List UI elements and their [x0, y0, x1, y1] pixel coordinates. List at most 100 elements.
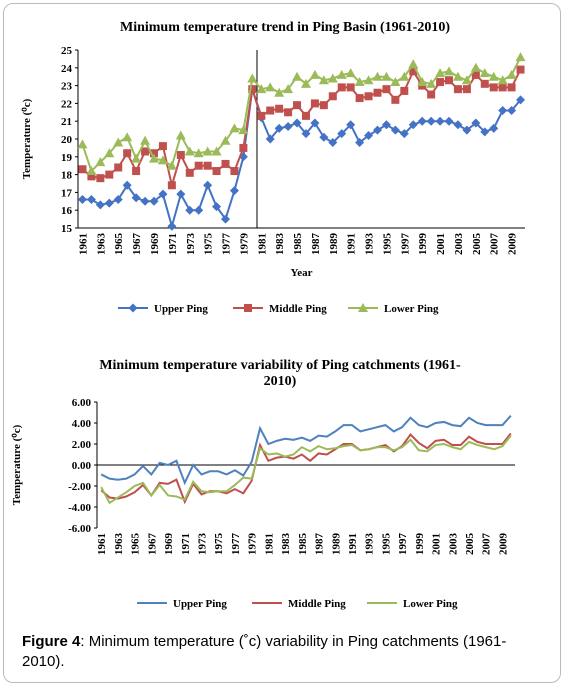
marker — [507, 83, 516, 92]
marker — [265, 82, 276, 92]
x-tick-label: 1967 — [131, 233, 143, 256]
marker — [327, 73, 338, 83]
x-axis-title: Year — [291, 267, 313, 279]
x-tick-label: 1993 — [364, 533, 376, 556]
marker — [283, 122, 293, 132]
y-tick-label: -6.00 — [68, 523, 91, 535]
y-tick-label: -2.00 — [68, 481, 91, 493]
y-tick-label: 15 — [61, 223, 73, 235]
x-tick-label: 1983 — [280, 533, 292, 556]
x-tick-label: 1999 — [417, 233, 429, 256]
marker — [292, 118, 302, 128]
marker — [274, 87, 285, 97]
marker — [346, 83, 355, 92]
marker — [131, 193, 141, 203]
marker — [300, 78, 311, 88]
marker — [95, 157, 106, 167]
x-tick-label: 2001 — [435, 233, 447, 255]
marker — [104, 198, 114, 208]
marker — [239, 143, 248, 152]
x-tick-label: 1989 — [328, 233, 340, 256]
marker — [345, 68, 356, 78]
x-tick-label: 1961 — [96, 533, 108, 555]
marker — [507, 106, 517, 116]
chart-title: Minimum temperature trend in Ping Basin … — [119, 20, 451, 35]
marker — [408, 59, 419, 69]
legend-label: Lower Ping — [403, 598, 458, 610]
marker — [489, 123, 499, 133]
legend-label: Middle Ping — [288, 598, 346, 610]
marker — [87, 172, 96, 181]
y-tick-label: 19 — [61, 152, 73, 164]
x-tick-label: 1963 — [95, 233, 107, 256]
marker — [229, 186, 239, 196]
marker — [105, 170, 114, 179]
marker — [355, 138, 365, 148]
marker — [122, 180, 132, 190]
x-tick-label: 2003 — [447, 533, 459, 556]
marker — [373, 88, 382, 97]
marker — [123, 149, 132, 158]
marker — [104, 148, 115, 158]
series-line — [100, 432, 512, 505]
marker — [184, 146, 195, 156]
marker — [166, 160, 177, 170]
y-tick-label: 2.00 — [72, 439, 92, 451]
marker — [167, 181, 176, 190]
x-tick-label: 1987 — [314, 533, 326, 556]
x-tick-label: 1997 — [399, 233, 411, 256]
marker — [426, 116, 436, 126]
marker — [194, 161, 203, 170]
x-tick-label: 2003 — [453, 233, 465, 256]
legend-label: Upper Ping — [154, 303, 208, 315]
marker — [337, 83, 346, 92]
marker — [498, 83, 507, 92]
marker — [284, 108, 293, 117]
marker — [381, 71, 392, 81]
marker — [372, 125, 382, 135]
marker — [364, 92, 373, 101]
x-tick-label: 1975 — [203, 233, 215, 256]
marker — [140, 196, 150, 206]
series-line — [100, 414, 512, 486]
marker — [86, 166, 97, 176]
marker — [390, 125, 400, 135]
marker — [203, 161, 212, 170]
marker — [229, 123, 240, 133]
marker — [167, 221, 177, 231]
marker — [128, 303, 138, 313]
x-tick-label: 1989 — [330, 533, 342, 556]
marker — [390, 77, 401, 87]
marker — [275, 104, 284, 113]
x-tick-label: 1971 — [180, 533, 192, 555]
y-tick-label: 4.00 — [72, 418, 92, 430]
marker — [462, 125, 472, 135]
x-tick-label: 2001 — [431, 533, 443, 555]
marker — [176, 189, 186, 199]
x-tick-label: 1973 — [197, 533, 209, 556]
marker — [354, 77, 365, 87]
y-tick-label: 18 — [61, 170, 73, 182]
marker — [158, 189, 168, 199]
caption-label: Figure 4 — [22, 633, 81, 650]
y-tick-label: 0.00 — [72, 460, 92, 472]
x-tick-label: 2007 — [489, 232, 501, 255]
x-tick-label: 1991 — [346, 233, 358, 255]
marker — [444, 66, 455, 76]
marker — [293, 101, 302, 110]
marker — [355, 94, 364, 103]
x-tick-label: 1961 — [77, 233, 89, 255]
caption-text: : Minimum temperature (˚c) variability i… — [22, 633, 507, 670]
y-tick-label: 23 — [61, 81, 73, 93]
marker — [318, 75, 329, 85]
marker — [132, 167, 141, 176]
marker — [203, 180, 213, 190]
x-tick-label: 1999 — [414, 533, 426, 556]
marker — [309, 69, 320, 79]
marker — [461, 75, 472, 85]
legend-label: Lower Ping — [384, 303, 439, 315]
x-tick-label: 1967 — [146, 533, 158, 556]
marker — [346, 120, 356, 130]
marker — [86, 195, 96, 205]
